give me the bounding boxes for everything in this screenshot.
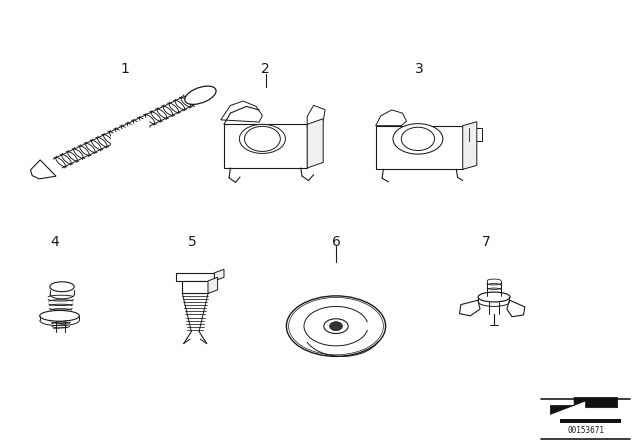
- Polygon shape: [550, 397, 618, 414]
- Text: 6: 6: [332, 235, 340, 249]
- Polygon shape: [31, 160, 56, 179]
- Ellipse shape: [239, 125, 285, 154]
- Ellipse shape: [393, 124, 443, 154]
- Circle shape: [244, 126, 280, 151]
- Polygon shape: [307, 105, 325, 128]
- Polygon shape: [460, 300, 480, 316]
- Text: 5: 5: [188, 235, 196, 249]
- Polygon shape: [463, 128, 482, 141]
- Polygon shape: [307, 119, 323, 168]
- Ellipse shape: [40, 310, 79, 321]
- Polygon shape: [176, 273, 214, 281]
- Polygon shape: [224, 125, 307, 168]
- Text: 1: 1: [120, 62, 129, 77]
- Ellipse shape: [324, 319, 348, 333]
- Polygon shape: [182, 281, 208, 293]
- Ellipse shape: [50, 282, 74, 292]
- Text: 2: 2: [261, 62, 270, 77]
- Polygon shape: [221, 101, 262, 122]
- Ellipse shape: [287, 296, 385, 357]
- Polygon shape: [560, 419, 621, 423]
- Polygon shape: [376, 110, 406, 126]
- Ellipse shape: [478, 292, 510, 302]
- Polygon shape: [376, 126, 463, 169]
- Polygon shape: [463, 122, 477, 169]
- Circle shape: [330, 322, 342, 331]
- Text: 3: 3: [415, 62, 424, 77]
- Polygon shape: [507, 300, 525, 317]
- Text: 4: 4: [50, 235, 59, 249]
- Polygon shape: [214, 269, 224, 281]
- Text: 7: 7: [482, 235, 491, 249]
- Circle shape: [401, 127, 435, 151]
- Ellipse shape: [185, 86, 216, 104]
- Text: 00153671: 00153671: [567, 426, 604, 435]
- Polygon shape: [208, 277, 218, 293]
